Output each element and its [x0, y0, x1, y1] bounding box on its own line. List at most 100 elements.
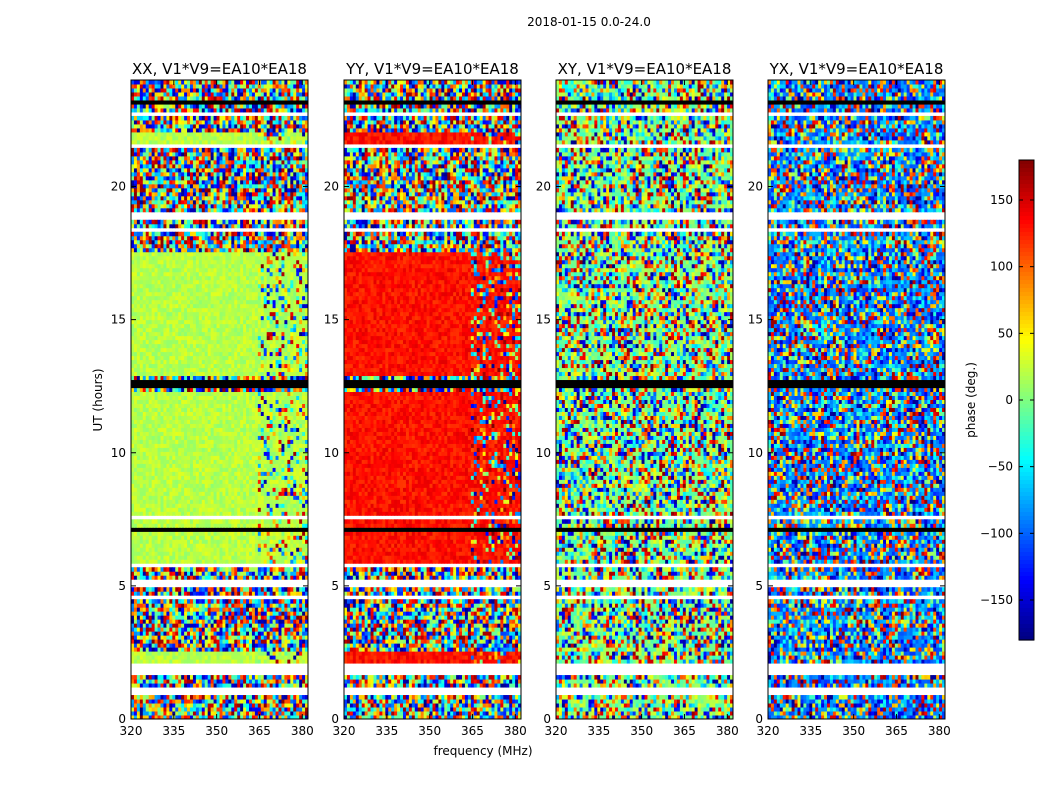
heatmap-cell: [207, 359, 212, 365]
heatmap-cell: [198, 395, 203, 400]
heatmap-cell: [187, 339, 191, 345]
heatmap-cell: [290, 479, 294, 484]
heatmap-cell: [145, 615, 150, 620]
heatmap-cell: [263, 343, 268, 349]
heatmap-cell: [198, 447, 203, 452]
heatmap-cell: [219, 707, 223, 712]
heatmap-cell: [148, 627, 153, 632]
heatmap-cell: [139, 519, 144, 524]
heatmap-cell: [263, 335, 268, 341]
heatmap-cell: [213, 647, 218, 652]
heatmap-cell: [190, 463, 194, 468]
heatmap-cell: [216, 367, 220, 373]
heatmap-cell: [133, 427, 138, 432]
heatmap-cell: [213, 703, 218, 708]
heatmap-cell: [246, 367, 250, 373]
heatmap-cell: [136, 371, 141, 377]
heatmap-cell: [142, 611, 147, 616]
heatmap-cell: [240, 547, 244, 552]
heatmap-cell: [296, 703, 300, 708]
heatmap-cell: [210, 355, 215, 361]
heatmap-cell: [187, 463, 191, 468]
heatmap-cell: [257, 631, 262, 636]
heatmap-cell: [243, 651, 247, 656]
heatmap-cell: [192, 639, 197, 644]
heatmap-cell: [207, 483, 212, 488]
heatmap-cell: [207, 535, 212, 540]
heatmap-cell: [187, 371, 191, 377]
heatmap-cell: [213, 463, 218, 468]
heatmap-cell: [266, 683, 271, 688]
heatmap-cell: [145, 487, 150, 492]
heatmap-cell: [148, 491, 153, 496]
heatmap-cell: [216, 531, 220, 536]
heatmap-cell: [219, 607, 223, 612]
heatmap-cell: [222, 619, 226, 624]
heatmap-cell: [254, 343, 259, 349]
heatmap-cell: [263, 531, 268, 536]
heatmap-cell: [169, 363, 173, 369]
heatmap-cell: [260, 371, 265, 377]
heatmap-cell: [157, 499, 161, 504]
heatmap-cell: [157, 475, 161, 480]
heatmap-cell: [178, 455, 182, 460]
heatmap-cell: [145, 387, 150, 393]
heatmap-cell: [278, 647, 282, 652]
heatmap-cell: [131, 367, 135, 373]
heatmap-cell: [160, 479, 164, 484]
heatmap-cell: [133, 467, 138, 472]
heatmap-cell: [305, 571, 309, 576]
heatmap-cell: [187, 475, 191, 480]
heatmap-cell: [269, 431, 274, 436]
heatmap-cell: [266, 603, 271, 608]
heatmap-cell: [293, 543, 297, 548]
heatmap-cell: [269, 355, 274, 361]
heatmap-cell: [269, 551, 274, 556]
heatmap-cell: [133, 631, 138, 636]
heatmap-cell: [145, 591, 150, 596]
heatmap-cell: [240, 451, 244, 456]
heatmap-cell: [293, 707, 297, 712]
heatmap-cell: [231, 507, 235, 512]
heatmap-cell: [175, 631, 179, 636]
heatmap-cell: [305, 455, 309, 460]
heatmap-cell: [254, 615, 259, 620]
heatmap-cell: [278, 435, 282, 440]
heatmap-cell: [275, 699, 279, 704]
heatmap-cell: [257, 483, 262, 488]
heatmap-cell: [184, 539, 188, 544]
heatmap-cell: [181, 683, 185, 688]
heatmap-cell: [151, 543, 156, 548]
heatmap-cell: [198, 463, 203, 468]
heatmap-cell: [305, 639, 309, 644]
heatmap-cell: [169, 647, 173, 652]
heatmap-cell: [198, 427, 203, 432]
heatmap-cell: [207, 367, 212, 373]
heatmap-cell: [169, 695, 173, 700]
heatmap-cell: [257, 347, 262, 353]
heatmap-cell: [178, 395, 182, 400]
heatmap-cell: [257, 475, 262, 480]
heatmap-cell: [305, 451, 309, 456]
heatmap-cell: [213, 535, 218, 540]
heatmap-cell: [133, 411, 138, 416]
heatmap-cell: [240, 647, 244, 652]
heatmap-cell: [234, 487, 238, 492]
heatmap-cell: [133, 431, 138, 436]
heatmap-cell: [154, 715, 159, 720]
heatmap-cell: [151, 355, 156, 361]
heatmap-cell: [148, 415, 153, 420]
heatmap-cell: [142, 715, 147, 720]
heatmap-cell: [281, 543, 285, 548]
heatmap-cell: [269, 639, 274, 644]
heatmap-cell: [296, 443, 300, 448]
heatmap-cell: [237, 679, 241, 684]
heatmap-cell: [131, 407, 135, 412]
heatmap-cell: [136, 399, 141, 404]
heatmap-cell: [263, 551, 268, 556]
heatmap-cell: [278, 531, 282, 536]
heatmap-cell: [293, 419, 297, 424]
heatmap-cell: [210, 711, 215, 716]
heatmap-cell: [207, 559, 212, 564]
heatmap-cell: [190, 391, 194, 396]
